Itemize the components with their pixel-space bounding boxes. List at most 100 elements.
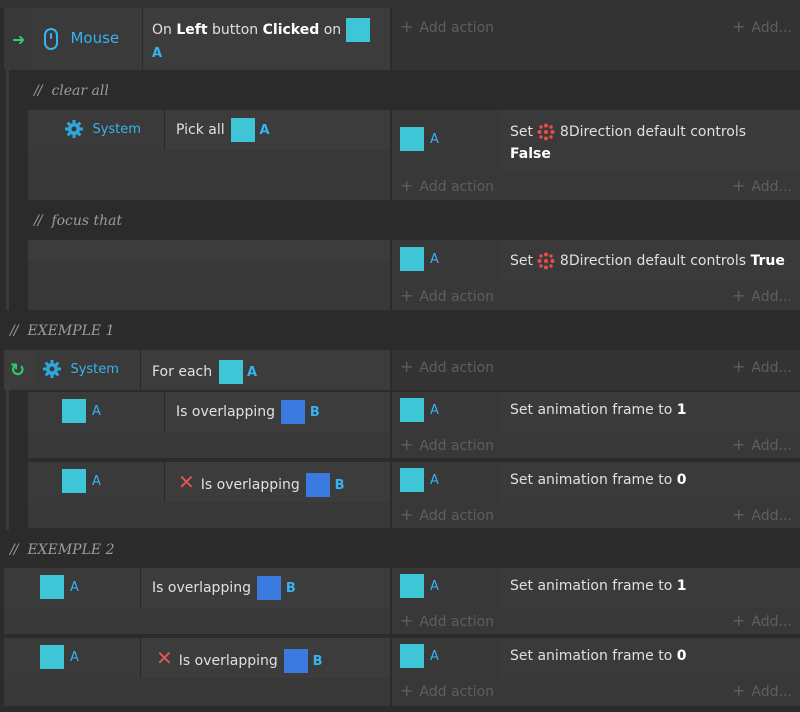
comment-exemple-1[interactable]: //EXEMPLE 1 (10, 323, 115, 339)
mouse-category-label: Mouse (70, 29, 120, 47)
object-name: A (430, 578, 439, 594)
object-a-icon (400, 127, 424, 151)
foreach-actions-area (392, 350, 800, 390)
object-name: A (430, 131, 439, 147)
action-text: Set (510, 253, 533, 269)
condition-object-cell[interactable]: A (62, 399, 101, 423)
cond-text: button (207, 22, 263, 38)
add-more-button[interactable]: + Add... (732, 357, 792, 376)
comment-focus-that[interactable]: //focus that (34, 213, 123, 229)
add-more-button[interactable]: + Add... (732, 611, 792, 630)
object-b-icon (306, 473, 331, 497)
mouse-category-cell[interactable] (32, 8, 142, 70)
add-action-button[interactable]: + Add action (400, 435, 495, 454)
prev-event-strip (0, 0, 800, 8)
object-b-icon (284, 649, 309, 673)
set-animation-frame-action[interactable]: Set animation frame to 0 (510, 648, 687, 664)
object-name: A (92, 403, 101, 419)
object-b-icon (257, 576, 282, 600)
invert-x-icon: ✕ (156, 646, 173, 670)
is-overlapping-condition[interactable]: Is overlapping B (176, 400, 320, 424)
behavior-text: 8Direction default controls (559, 124, 747, 140)
add-more-button[interactable]: + Add... (732, 286, 792, 305)
add-action-button[interactable]: + Add action (400, 357, 495, 376)
pick-all-condition[interactable]: Pick all A (176, 118, 270, 142)
action-object-cell[interactable]: A (400, 398, 439, 422)
action-value: 1 (676, 578, 687, 594)
add-action-button[interactable]: + Add action (400, 681, 495, 700)
add-action-button[interactable]: + Add action (400, 286, 495, 305)
add-more-button[interactable]: + Add... (732, 176, 792, 195)
add-action-button[interactable]: + Add action (400, 176, 495, 195)
condition-object-cell[interactable]: A (62, 469, 101, 493)
action-object-cell[interactable]: A (400, 247, 439, 271)
action-value: 1 (676, 402, 687, 418)
add-action-button[interactable]: + Add action (400, 611, 495, 630)
add-more-button[interactable]: + Add... (732, 505, 792, 524)
mouse-condition[interactable]: On Left button Clicked on A (152, 18, 382, 65)
object-name: A (70, 649, 79, 665)
object-a-icon (231, 118, 256, 142)
is-overlapping-condition[interactable]: Is overlapping B (152, 576, 296, 600)
cond-text: Is overlapping (152, 580, 251, 596)
cond-text: Is overlapping (200, 477, 300, 493)
object-name: A (430, 472, 439, 488)
cond-text: on (319, 22, 346, 38)
object-name: A (247, 365, 258, 380)
condition-object-cell[interactable]: A (40, 645, 79, 669)
set-animation-frame-action[interactable]: Set animation frame to 1 (510, 402, 687, 418)
cond-text: On (152, 22, 177, 38)
action-text: Set animation frame to (510, 578, 673, 594)
add-action-button[interactable]: + Add action (400, 505, 495, 524)
action-value: 0 (676, 472, 687, 488)
object-a-icon (400, 574, 424, 598)
set-animation-frame-action[interactable]: Set animation frame to 0 (510, 472, 687, 488)
for-each-condition[interactable]: For each A (152, 360, 257, 384)
set-default-controls-action[interactable]: Set 8Direction default controls False (510, 121, 746, 165)
not-overlapping-condition[interactable]: ✕ Is overlapping B (178, 470, 345, 497)
8direction-behavior-icon (537, 252, 555, 270)
invert-x-icon: ✕ (178, 470, 195, 494)
not-overlapping-condition[interactable]: ✕ Is overlapping B (156, 646, 323, 673)
object-name: A (430, 251, 439, 267)
action-object-cell[interactable]: A (400, 574, 439, 598)
object-name: B (309, 405, 320, 420)
object-name: A (430, 402, 439, 418)
object-name: A (92, 473, 101, 489)
gear-icon (43, 360, 61, 378)
add-more-button[interactable]: + Add... (732, 17, 792, 36)
action-object-cell[interactable]: A (400, 644, 439, 668)
action-object-cell[interactable]: A (400, 468, 439, 492)
object-name: B (312, 654, 323, 669)
object-a-icon (218, 360, 243, 384)
add-action-button[interactable]: + Add action (400, 17, 495, 36)
gear-icon (65, 120, 83, 138)
object-name: A (152, 46, 163, 61)
set-default-controls-action[interactable]: Set 8Direction default controls True (510, 252, 785, 270)
object-name: B (285, 581, 296, 596)
sub1-category-cell[interactable] (28, 110, 164, 150)
cond-text: Is overlapping (176, 404, 275, 420)
object-a-icon (400, 398, 424, 422)
action-value: True (750, 253, 785, 269)
add-more-button[interactable]: + Add... (732, 435, 792, 454)
object-name: B (334, 478, 345, 493)
system-category-label: System (70, 362, 119, 377)
condition-object-cell[interactable]: A (40, 575, 79, 599)
object-name: A (70, 579, 79, 595)
object-a-icon (62, 399, 86, 423)
action-text: Set animation frame to (510, 648, 673, 664)
set-animation-frame-action[interactable]: Set animation frame to 1 (510, 578, 687, 594)
action-object-cell[interactable]: A (400, 127, 439, 151)
object-a-icon (345, 18, 370, 42)
system-category-label: System (92, 122, 141, 137)
object-a-icon (400, 468, 424, 492)
comment-exemple-2[interactable]: //EXEMPLE 2 (10, 542, 115, 558)
action-text: Set animation frame to (510, 472, 673, 488)
nesting-line (6, 390, 9, 530)
object-name: A (430, 648, 439, 664)
comment-clear-all[interactable]: //clear all (34, 83, 109, 99)
behavior-text: 8Direction default controls (559, 253, 747, 269)
add-more-button[interactable]: + Add... (732, 681, 792, 700)
action-value: 0 (676, 648, 687, 664)
